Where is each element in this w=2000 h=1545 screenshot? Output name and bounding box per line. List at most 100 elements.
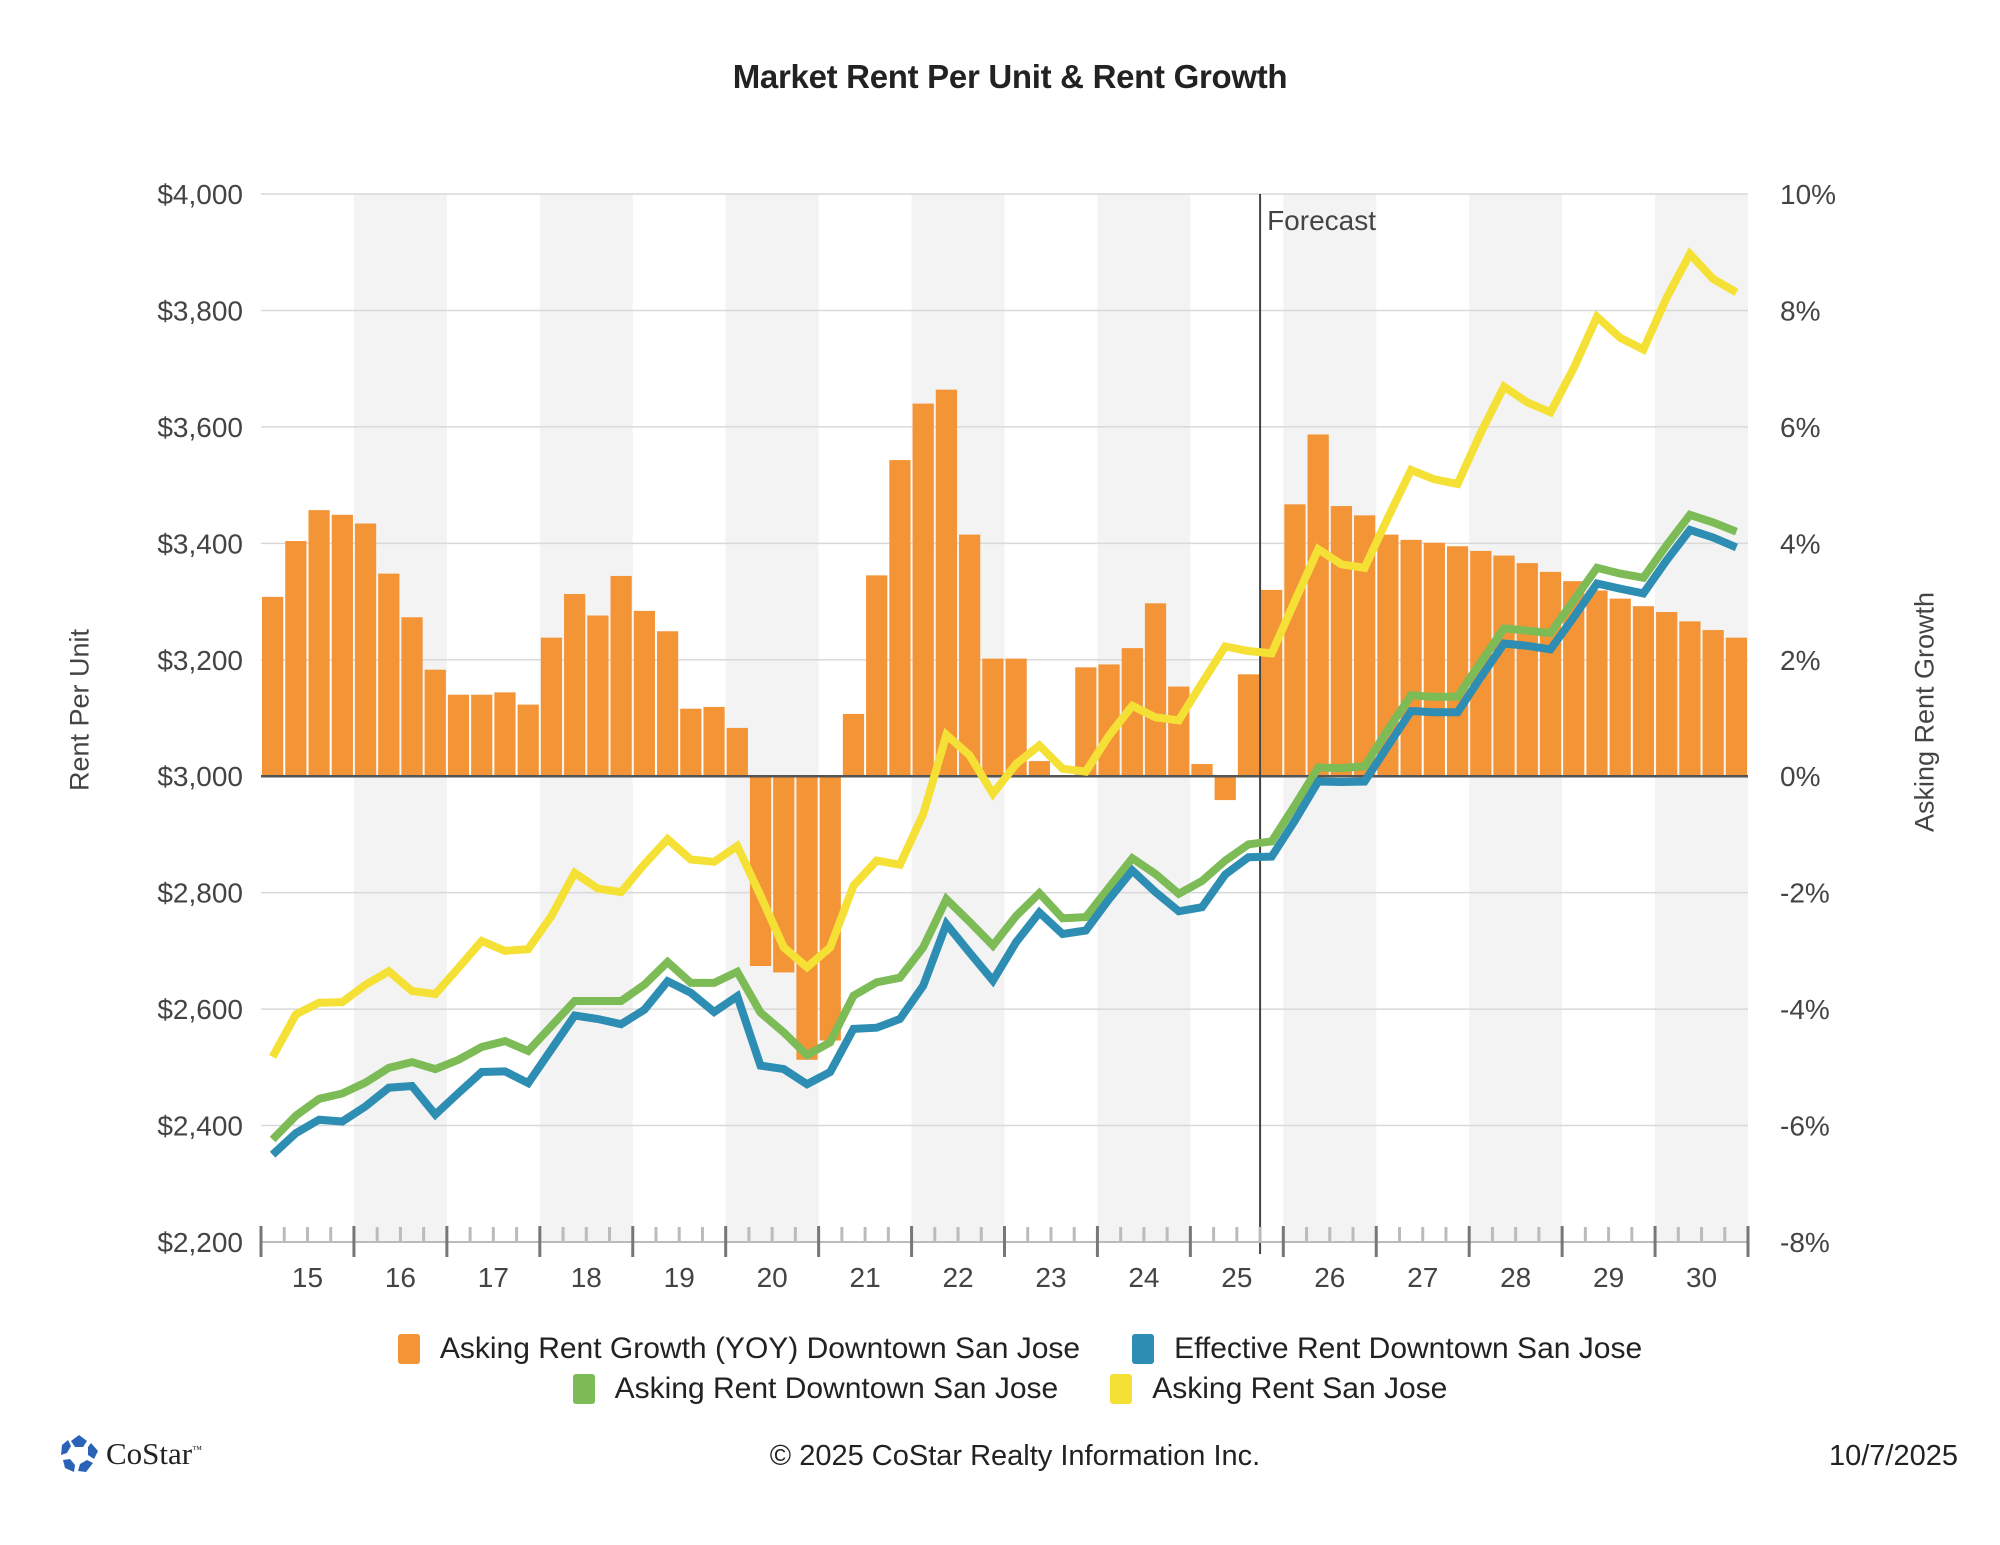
growth-bar <box>656 631 679 777</box>
y2-tick-label: 4% <box>1780 528 1820 559</box>
costar-wordmark: CoStar™ <box>106 1436 202 1471</box>
growth-bar <box>331 514 353 777</box>
growth-bar <box>796 776 818 1060</box>
costar-logo: CoStar™ <box>58 1433 202 1475</box>
legend-swatch <box>1110 1374 1133 1404</box>
costar-star-icon <box>61 1435 98 1472</box>
growth-bar <box>1330 506 1353 777</box>
growth-bar <box>1028 761 1050 777</box>
legend-label: Effective Rent Downtown San Jose <box>1174 1332 1643 1365</box>
y2-axis-title: Asking Rent Growth <box>1909 591 1940 833</box>
growth-bar <box>424 669 446 777</box>
x-tick-label: 23 <box>1035 1262 1066 1293</box>
x-tick-label: 25 <box>1221 1262 1252 1293</box>
y2-tick-label: -6% <box>1780 1111 1830 1142</box>
legend-item-effective-rent[interactable]: Effective Rent Downtown San Jose <box>1132 1332 1642 1366</box>
growth-bar <box>540 637 563 777</box>
legend-swatch <box>572 1374 595 1404</box>
growth-bar <box>285 541 307 777</box>
y2-tick-label: 2% <box>1780 645 1820 676</box>
legend-item-asking-rent-growth[interactable]: Asking Rent Growth (YOY) Downtown San Jo… <box>397 1332 1080 1366</box>
legend-item-asking-rent-san-jose[interactable]: Asking Rent San Jose <box>1110 1372 1447 1406</box>
x-tick-label: 24 <box>1128 1262 1159 1293</box>
y2-tick-label: 8% <box>1780 295 1820 326</box>
y-tick-label: $3,400 <box>157 528 243 559</box>
growth-bar <box>1725 637 1747 777</box>
legend-swatch <box>397 1334 420 1364</box>
growth-bar <box>889 460 911 777</box>
growth-bar <box>912 403 934 777</box>
growth-bar <box>1679 621 1701 777</box>
growth-bar <box>1144 603 1167 777</box>
x-tick-label: 28 <box>1500 1262 1531 1293</box>
growth-bar <box>726 727 748 777</box>
growth-bar <box>587 615 609 777</box>
growth-bar <box>1656 612 1678 777</box>
growth-bar <box>680 708 702 777</box>
growth-bar <box>1261 589 1283 777</box>
y-tick-label: $2,600 <box>157 994 243 1025</box>
forecast-label: Forecast <box>1267 205 1376 236</box>
y2-tick-label: 0% <box>1780 761 1820 792</box>
y-tick-label: $3,200 <box>157 645 243 676</box>
chart-title: Market Rent Per Unit & Rent Growth <box>732 58 1288 95</box>
growth-bar <box>1493 555 1515 777</box>
x-tick-label: 20 <box>757 1262 788 1293</box>
growth-bar <box>633 610 655 777</box>
growth-bar <box>1191 763 1213 777</box>
growth-bar <box>1516 563 1538 777</box>
x-tick-label: 22 <box>942 1262 973 1293</box>
growth-bar <box>1446 546 1469 777</box>
growth-bar <box>1354 515 1376 777</box>
legend-swatch <box>1132 1334 1155 1364</box>
y-tick-label: $4,000 <box>157 179 243 210</box>
growth-bar <box>935 389 958 777</box>
growth-bar <box>749 776 772 967</box>
forecast-marker: Forecast <box>1259 194 1376 1254</box>
growth-bar <box>471 694 493 777</box>
growth-bar <box>982 658 1004 777</box>
growth-bar <box>494 692 516 777</box>
growth-bar <box>1400 539 1422 777</box>
growth-bar <box>610 575 632 777</box>
x-tick-label: 21 <box>850 1262 881 1293</box>
series-line-asking-rent-san-jose <box>269 247 1739 1059</box>
growth-bar <box>354 523 377 777</box>
growth-bar <box>1702 630 1724 777</box>
growth-bar <box>1075 667 1097 777</box>
x-tick-label: 15 <box>292 1262 323 1293</box>
growth-bar <box>703 706 725 777</box>
growth-bar <box>564 593 586 777</box>
growth-bar <box>1307 434 1329 777</box>
growth-bar <box>517 704 539 777</box>
copyright: © 2025 CoStar Realty Information Inc. <box>769 1440 1261 1472</box>
growth-bar <box>773 776 795 973</box>
report-date: 10/7/2025 <box>1828 1440 1958 1472</box>
x-tick-label: 17 <box>478 1262 509 1293</box>
y-tick-label: $3,000 <box>157 761 243 792</box>
x-tick-label: 30 <box>1686 1262 1717 1293</box>
growth-bar <box>1005 658 1027 777</box>
x-tick-label: 16 <box>385 1262 416 1293</box>
growth-bar <box>401 617 423 777</box>
y2-tick-label: 6% <box>1780 412 1820 443</box>
legend-item-asking-rent-downtown[interactable]: Asking Rent Downtown San Jose <box>572 1372 1058 1406</box>
growth-bar <box>819 776 841 1041</box>
growth-bar <box>1423 542 1445 777</box>
x-tick-label: 19 <box>664 1262 695 1293</box>
growth-bar <box>447 694 470 777</box>
growth-bar <box>1214 776 1236 801</box>
series-line-asking-rent-downtown-san-jose <box>269 510 1738 1143</box>
growth-bar <box>262 596 284 777</box>
y-axis-left: $2,200 $2,400 $2,600 $2,800 $3,000 $3,200 $3,4… <box>157 179 243 1258</box>
x-tick-label: 18 <box>571 1262 602 1293</box>
y-axis-title: Rent Per Unit <box>64 628 95 792</box>
x-tick-label: 29 <box>1593 1262 1624 1293</box>
y2-tick-label: -4% <box>1780 994 1830 1025</box>
year-bands <box>353 194 1748 1242</box>
y-tick-label: $2,200 <box>157 1227 243 1258</box>
legend-label: Asking Rent San Jose <box>1152 1372 1448 1405</box>
growth-bar <box>1632 606 1655 777</box>
growth-bar <box>959 534 981 777</box>
